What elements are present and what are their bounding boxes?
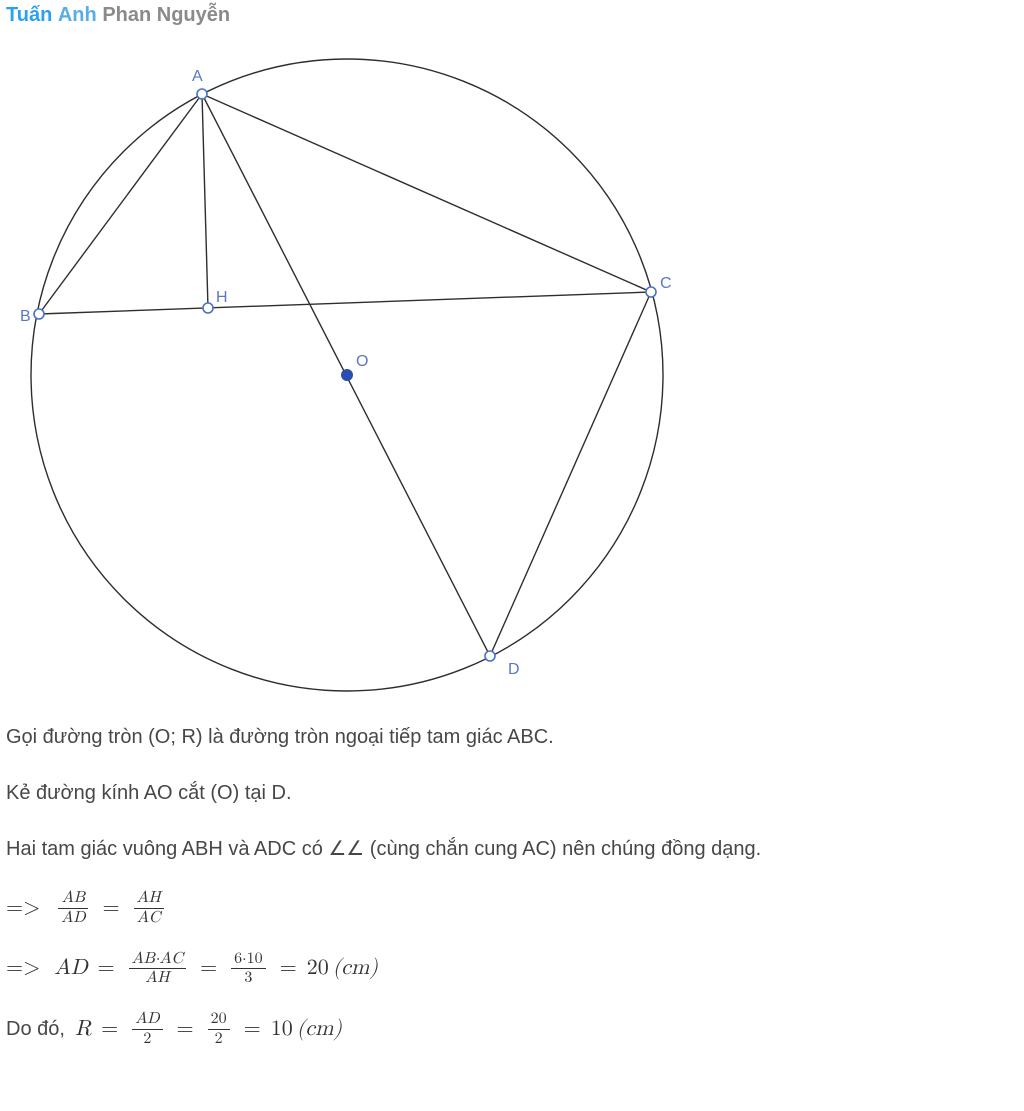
eq: =	[101, 1013, 118, 1046]
implies-1: =>	[6, 892, 40, 925]
den: AD	[58, 910, 88, 927]
frac-bar	[231, 968, 265, 969]
lhs-r: R	[75, 1013, 91, 1046]
page: Tuấn Anh Phan Nguyễn ABCDHO Gọi đường tr…	[0, 0, 1024, 1092]
num: AB·AC	[129, 951, 186, 968]
author-first: Tuấn	[6, 4, 52, 26]
implies-2: =>	[6, 952, 40, 985]
svg-text:D: D	[508, 661, 520, 678]
math-line-3: Do đó, R = AD 2 = 20 2 = 10 (cm)	[6, 1011, 1018, 1048]
num: AH	[134, 890, 164, 907]
eq: =	[280, 952, 297, 985]
unit-cm: (cm)	[333, 952, 378, 985]
unit-cm: (cm)	[297, 1013, 342, 1046]
eq: =	[177, 1013, 194, 1046]
frac-bar	[58, 908, 88, 909]
result-10: 10	[271, 1013, 293, 1046]
frac-bar	[129, 968, 186, 969]
eq: =	[200, 952, 217, 985]
svg-text:H: H	[216, 289, 228, 306]
p3-part-b: (cùng chắn cung AC) nên chúng đồng dạng.	[364, 838, 761, 860]
author-line: Tuấn Anh Phan Nguyễn	[6, 0, 1018, 34]
math-line-1: => AB AD = AH AC	[6, 890, 1018, 927]
eq: =	[98, 952, 115, 985]
den: 2	[212, 1031, 226, 1048]
num: 6·10	[231, 951, 265, 968]
num: AB	[59, 890, 88, 907]
paragraph-2: Kẻ đường kính AO cắt (O) tại D.	[6, 778, 1018, 808]
svg-text:A: A	[192, 68, 203, 85]
den: 2	[140, 1031, 154, 1048]
paragraph-3: Hai tam giác vuông ABH và ADC có ∠∠ (cùn…	[6, 834, 1018, 864]
prefix-do-do: Do đó,	[6, 1014, 65, 1044]
eq: =	[244, 1013, 261, 1046]
den: AH	[142, 970, 172, 987]
p3-part-a: Hai tam giác vuông ABH và ADC có	[6, 838, 328, 860]
num: AD	[132, 1011, 162, 1028]
author-middle: Anh	[58, 4, 97, 26]
svg-text:C: C	[660, 275, 672, 292]
frac-bar	[208, 1029, 230, 1030]
num: 20	[208, 1011, 230, 1028]
geometry-svg: A B C D H O	[6, 34, 686, 714]
frac-ah-ac: AH AC	[134, 890, 164, 927]
frac-610-3: 6·10 3	[231, 951, 265, 988]
result-20: 20	[307, 952, 329, 985]
frac-ab-ad: AB AD	[58, 890, 88, 927]
svg-text:B: B	[20, 308, 31, 325]
den: 3	[241, 970, 255, 987]
frac-20-2: 20 2	[208, 1011, 230, 1048]
frac-ad-2: AD 2	[132, 1011, 162, 1048]
angle-symbols: ∠∠	[328, 838, 364, 860]
frac-bar	[132, 1029, 162, 1030]
geometry-figure: A B C D H O	[6, 34, 686, 714]
author-last: Phan Nguyễn	[102, 4, 230, 26]
den: AC	[134, 910, 164, 927]
svg-text:O: O	[356, 353, 368, 370]
math-line-2: => AD = AB·AC AH = 6·10 3 = 20 (cm)	[6, 951, 1018, 988]
eq: =	[102, 892, 119, 925]
frac-abac-ah: AB·AC AH	[129, 951, 186, 988]
lhs-ad: AD	[54, 952, 87, 985]
paragraph-1: Gọi đường tròn (O; R) là đường tròn ngoạ…	[6, 722, 1018, 752]
frac-bar	[134, 908, 164, 909]
